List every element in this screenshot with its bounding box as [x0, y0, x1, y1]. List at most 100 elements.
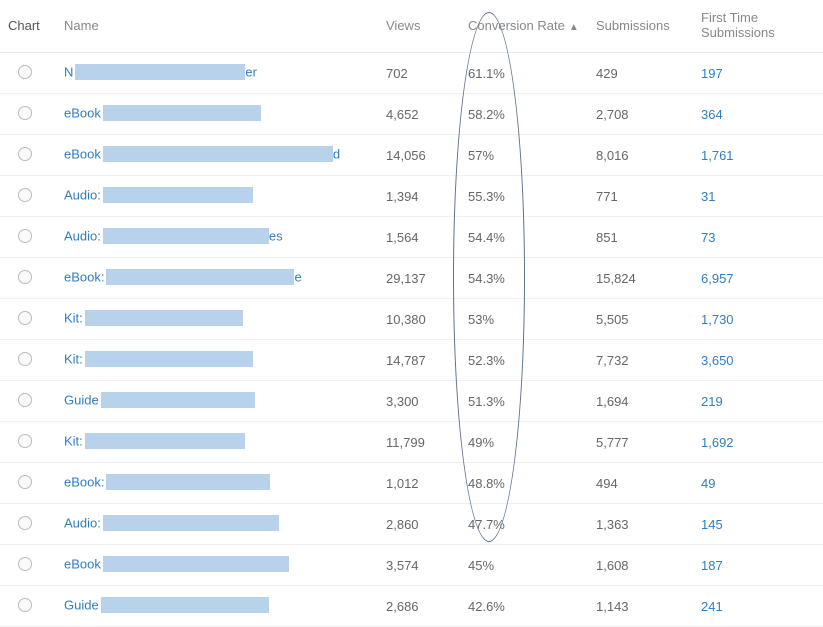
cell-submissions: 5,777	[588, 422, 693, 463]
cell-submissions: 494	[588, 463, 693, 504]
table-row: Kit:14,78752.3%7,7323,650	[0, 340, 823, 381]
row-name-link[interactable]: Guide	[64, 392, 99, 407]
cell-conversion-rate: 48.8%	[460, 463, 588, 504]
cell-views: 1,564	[378, 217, 460, 258]
col-header-submissions[interactable]: Submissions	[588, 0, 693, 53]
row-name-link[interactable]: eBook	[64, 146, 101, 161]
name-cell[interactable]: eBook	[56, 94, 378, 135]
cell-views: 3,300	[378, 381, 460, 422]
redacted-block	[103, 515, 279, 531]
table-row: Guide3,30051.3%1,694219	[0, 381, 823, 422]
cell-views: 4,652	[378, 94, 460, 135]
name-cell[interactable]: Kit:	[56, 422, 378, 463]
row-radio[interactable]	[18, 311, 32, 325]
cell-views: 3,574	[378, 545, 460, 586]
cell-conversion-rate: 55.3%	[460, 176, 588, 217]
name-cell[interactable]: Ner	[56, 53, 378, 94]
row-radio[interactable]	[18, 434, 32, 448]
cell-submissions: 7,732	[588, 340, 693, 381]
row-radio[interactable]	[18, 229, 32, 243]
row-radio[interactable]	[18, 516, 32, 530]
row-name-link[interactable]: Audio:	[64, 515, 101, 530]
redacted-block	[75, 64, 245, 80]
cell-conversion-rate: 49%	[460, 422, 588, 463]
cell-first-time-submissions-link[interactable]: 187	[701, 558, 723, 573]
row-name-link[interactable]: Guide	[64, 597, 99, 612]
row-name-link[interactable]: Audio:	[64, 187, 101, 202]
redacted-block	[103, 556, 289, 572]
name-cell[interactable]: Kit:	[56, 340, 378, 381]
col-header-conversion-rate[interactable]: Conversion Rate▲	[460, 0, 588, 53]
row-name-tail: e	[294, 269, 301, 284]
row-radio[interactable]	[18, 393, 32, 407]
row-radio[interactable]	[18, 270, 32, 284]
row-name-link[interactable]: eBook	[64, 105, 101, 120]
col-header-views[interactable]: Views	[378, 0, 460, 53]
cell-submissions: 1,143	[588, 586, 693, 627]
cell-views: 2,860	[378, 504, 460, 545]
row-radio[interactable]	[18, 598, 32, 612]
cell-submissions: 771	[588, 176, 693, 217]
table-row: eBook:1,01248.8%49449	[0, 463, 823, 504]
name-cell[interactable]: eBookd	[56, 135, 378, 176]
table-row: Audio:2,86047.7%1,363145	[0, 504, 823, 545]
row-name-link[interactable]: Kit:	[64, 351, 83, 366]
cell-first-time-submissions-link[interactable]: 1,761	[701, 148, 734, 163]
cell-submissions: 8,016	[588, 135, 693, 176]
table-row: Ner70261.1%429197	[0, 53, 823, 94]
table-row: Guide2,68642.6%1,143241	[0, 586, 823, 627]
cell-first-time-submissions-link[interactable]: 49	[701, 476, 715, 491]
row-radio[interactable]	[18, 352, 32, 366]
col-header-first-time-submissions[interactable]: First Time Submissions	[693, 0, 823, 53]
name-cell[interactable]: Audio: es	[56, 217, 378, 258]
cell-first-time-submissions-link[interactable]: 3,650	[701, 353, 734, 368]
row-radio[interactable]	[18, 106, 32, 120]
cell-first-time-submissions-link[interactable]: 197	[701, 66, 723, 81]
row-name-tail: er	[245, 64, 257, 79]
cell-conversion-rate: 45%	[460, 545, 588, 586]
row-name-tail: es	[269, 228, 283, 243]
cell-conversion-rate: 58.2%	[460, 94, 588, 135]
row-radio[interactable]	[18, 65, 32, 79]
row-name-link[interactable]: eBook	[64, 556, 101, 571]
row-name-link[interactable]: eBook:	[64, 269, 104, 284]
name-cell[interactable]: eBook: e	[56, 258, 378, 299]
col-header-chart[interactable]: Chart	[0, 0, 56, 53]
row-name-link[interactable]: eBook:	[64, 474, 104, 489]
redacted-block	[101, 392, 255, 408]
cell-first-time-submissions-link[interactable]: 145	[701, 517, 723, 532]
cell-first-time-submissions-link[interactable]: 219	[701, 394, 723, 409]
row-name-link[interactable]: Kit:	[64, 433, 83, 448]
name-cell[interactable]: Audio:	[56, 176, 378, 217]
name-cell[interactable]: Audio:	[56, 504, 378, 545]
row-radio[interactable]	[18, 188, 32, 202]
row-radio[interactable]	[18, 147, 32, 161]
cell-first-time-submissions-link[interactable]: 73	[701, 230, 715, 245]
cell-views: 2,686	[378, 586, 460, 627]
name-cell[interactable]: Guide	[56, 586, 378, 627]
redacted-block	[101, 597, 269, 613]
col-header-name[interactable]: Name	[56, 0, 378, 53]
cell-first-time-submissions-link[interactable]: 31	[701, 189, 715, 204]
cell-submissions: 2,708	[588, 94, 693, 135]
cell-first-time-submissions-link[interactable]: 1,692	[701, 435, 734, 450]
cell-first-time-submissions-link[interactable]: 241	[701, 599, 723, 614]
name-cell[interactable]: Guide	[56, 381, 378, 422]
redacted-block	[103, 228, 269, 244]
name-cell[interactable]: eBook	[56, 545, 378, 586]
row-name-link[interactable]: Kit:	[64, 310, 83, 325]
row-name-link[interactable]: Audio:	[64, 228, 101, 243]
row-name-link[interactable]: N	[64, 64, 73, 79]
cell-first-time-submissions-link[interactable]: 6,957	[701, 271, 734, 286]
name-cell[interactable]: Kit:	[56, 299, 378, 340]
cell-views: 14,056	[378, 135, 460, 176]
cell-views: 10,380	[378, 299, 460, 340]
cell-submissions: 15,824	[588, 258, 693, 299]
row-radio[interactable]	[18, 557, 32, 571]
cell-submissions: 1,363	[588, 504, 693, 545]
cell-submissions: 1,694	[588, 381, 693, 422]
cell-first-time-submissions-link[interactable]: 1,730	[701, 312, 734, 327]
name-cell[interactable]: eBook:	[56, 463, 378, 504]
row-radio[interactable]	[18, 475, 32, 489]
cell-first-time-submissions-link[interactable]: 364	[701, 107, 723, 122]
